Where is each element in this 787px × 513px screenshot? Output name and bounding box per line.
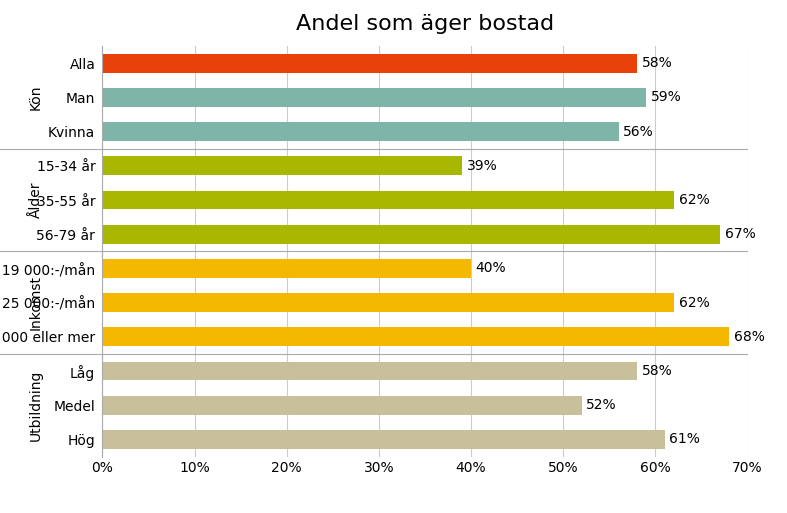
Bar — [102, 122, 619, 141]
Text: 67%: 67% — [725, 227, 756, 241]
Text: 39%: 39% — [467, 159, 497, 173]
Text: Kön: Kön — [29, 85, 42, 110]
Text: 52%: 52% — [586, 398, 617, 412]
Bar — [102, 88, 646, 107]
Text: 40%: 40% — [475, 262, 506, 275]
Text: 62%: 62% — [678, 193, 709, 207]
Text: 61%: 61% — [669, 432, 700, 446]
Text: 62%: 62% — [678, 295, 709, 310]
Title: Andel som äger bostad: Andel som äger bostad — [296, 13, 554, 33]
Bar — [102, 54, 637, 73]
Bar — [102, 396, 582, 415]
Text: 58%: 58% — [641, 364, 672, 378]
Text: Ålder: Ålder — [29, 182, 42, 219]
Bar — [102, 259, 471, 278]
Text: 58%: 58% — [641, 56, 672, 70]
Bar — [102, 327, 730, 346]
Bar — [102, 225, 720, 244]
Bar — [102, 430, 665, 449]
Bar — [102, 293, 674, 312]
Text: Inkomst: Inkomst — [29, 275, 42, 330]
Bar — [102, 156, 462, 175]
Text: 56%: 56% — [623, 125, 654, 139]
Text: 59%: 59% — [651, 90, 682, 105]
Text: Utbildning: Utbildning — [29, 369, 42, 441]
Text: 68%: 68% — [733, 330, 765, 344]
Bar — [102, 191, 674, 209]
Bar — [102, 362, 637, 381]
